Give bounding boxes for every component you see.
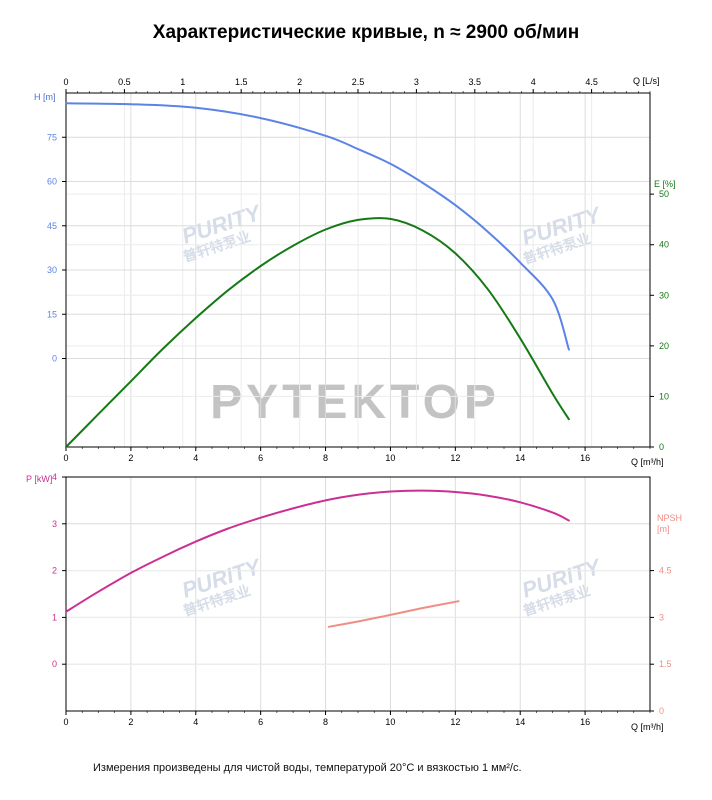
top-x-tick-label: 14 — [515, 453, 525, 463]
bottom-x-tick-label: 16 — [580, 717, 590, 727]
bottom-y-right-tick-label: 4.5 — [659, 566, 672, 576]
top-y-left-tick-label: 0 — [52, 354, 57, 364]
bottom-x-tick-label: 4 — [193, 717, 198, 727]
top-x-top-tick-label: 1.5 — [235, 77, 248, 87]
bottom-y-right-tick-label: 0 — [659, 706, 664, 716]
bottom-x-tick-label: 10 — [385, 717, 395, 727]
bottom-y-right-tick-label: 1.5 — [659, 659, 672, 669]
power-curve — [65, 489, 570, 613]
top-x-tick-label: 8 — [323, 453, 328, 463]
bottom-y-axis-right-label-1: NPSH — [657, 513, 682, 523]
top-y-right-tick-label: 20 — [659, 341, 669, 351]
bottom-x-tick-label: 2 — [128, 717, 133, 727]
bottom-y-left-tick-label: 0 — [52, 659, 57, 669]
bottom-x-tick-label: 8 — [323, 717, 328, 727]
bottom-x-axis-label: Q [m³/h] — [631, 722, 664, 732]
top-y-left-tick-label: 60 — [47, 177, 57, 187]
top-grid — [65, 93, 650, 448]
top-y-left-tick-label: 30 — [47, 265, 57, 275]
chart-title: Характеристические кривые, n ≈ 2900 об/м… — [152, 22, 580, 43]
top-x-tick-label: 4 — [193, 453, 198, 463]
top-x-top-tick-label: 3 — [414, 77, 419, 87]
top-x-top-tick-label: 4 — [531, 77, 536, 87]
top-y-left-tick-label: 15 — [47, 309, 57, 319]
head-curve — [65, 102, 570, 351]
top-y-right-tick-label: 40 — [659, 240, 669, 250]
bottom-y-left-tick-label: 2 — [52, 566, 57, 576]
bottom-y-axis-right-label-2: [m] — [657, 524, 670, 534]
top-y-axis-left-label: H [m] — [34, 92, 56, 102]
top-panel: 0 2 4 6 8 10 12 14 16 0 0.5 1 1.5 2 2.5 3 3.5 4 4.5 0 15 30 45… — [47, 77, 669, 463]
bottom-y-right-tick-label: 3 — [659, 612, 664, 622]
bottom-x-tick-label: 14 — [515, 717, 525, 727]
top-x-top-tick-label: 2.5 — [352, 77, 365, 87]
top-x-tick-label: 16 — [580, 453, 590, 463]
top-y-left-tick-label: 75 — [47, 132, 57, 142]
measurement-note: Измерения произведены для чистой воды, т… — [93, 762, 522, 774]
top-y-right-tick-label: 10 — [659, 391, 669, 401]
top-y-right-tick-label: 50 — [659, 189, 669, 199]
top-x-tick-label: 10 — [385, 453, 395, 463]
top-x-top-tick-label: 4.5 — [585, 77, 598, 87]
top-x-top-tick-label: 1 — [180, 77, 185, 87]
bottom-grid — [65, 476, 650, 712]
bottom-x-tick-label: 6 — [258, 717, 263, 727]
top-x-top-tick-label: 3.5 — [469, 77, 482, 87]
top-x-tick-label: 2 — [128, 453, 133, 463]
bottom-y-left-tick-label: 4 — [52, 472, 57, 482]
top-y-left-tick-label: 45 — [47, 221, 57, 231]
watermark-layer: PYTEKTOP PURITY 普轩特泵业 PURITY 普轩特泵业 PURIT… — [179, 199, 606, 619]
watermark-main: PYTEKTOP — [210, 376, 500, 429]
top-x-tick-label: 0 — [63, 453, 68, 463]
bottom-y-left-tick-label: 1 — [52, 612, 57, 622]
top-y-right-tick-label: 0 — [659, 442, 664, 452]
top-x-axis-label-bottom: Q [m³/h] — [631, 457, 664, 467]
bottom-x-tick-label: 12 — [450, 717, 460, 727]
top-x-top-tick-label: 0 — [63, 77, 68, 87]
top-x-top-tick-label: 0.5 — [118, 77, 131, 87]
top-y-axis-right-label: E [%] — [654, 179, 676, 189]
top-x-tick-label: 12 — [450, 453, 460, 463]
top-x-tick-label: 6 — [258, 453, 263, 463]
bottom-y-axis-left-label: P [kW] — [26, 474, 52, 484]
top-y-right-tick-label: 30 — [659, 290, 669, 300]
bottom-x-tick-label: 0 — [63, 717, 68, 727]
efficiency-curve — [65, 217, 570, 448]
npsh-curve — [327, 600, 460, 628]
top-x-axis-label-top: Q [L/s] — [633, 76, 660, 86]
top-x-top-tick-label: 2 — [297, 77, 302, 87]
bottom-y-left-tick-label: 3 — [52, 519, 57, 529]
